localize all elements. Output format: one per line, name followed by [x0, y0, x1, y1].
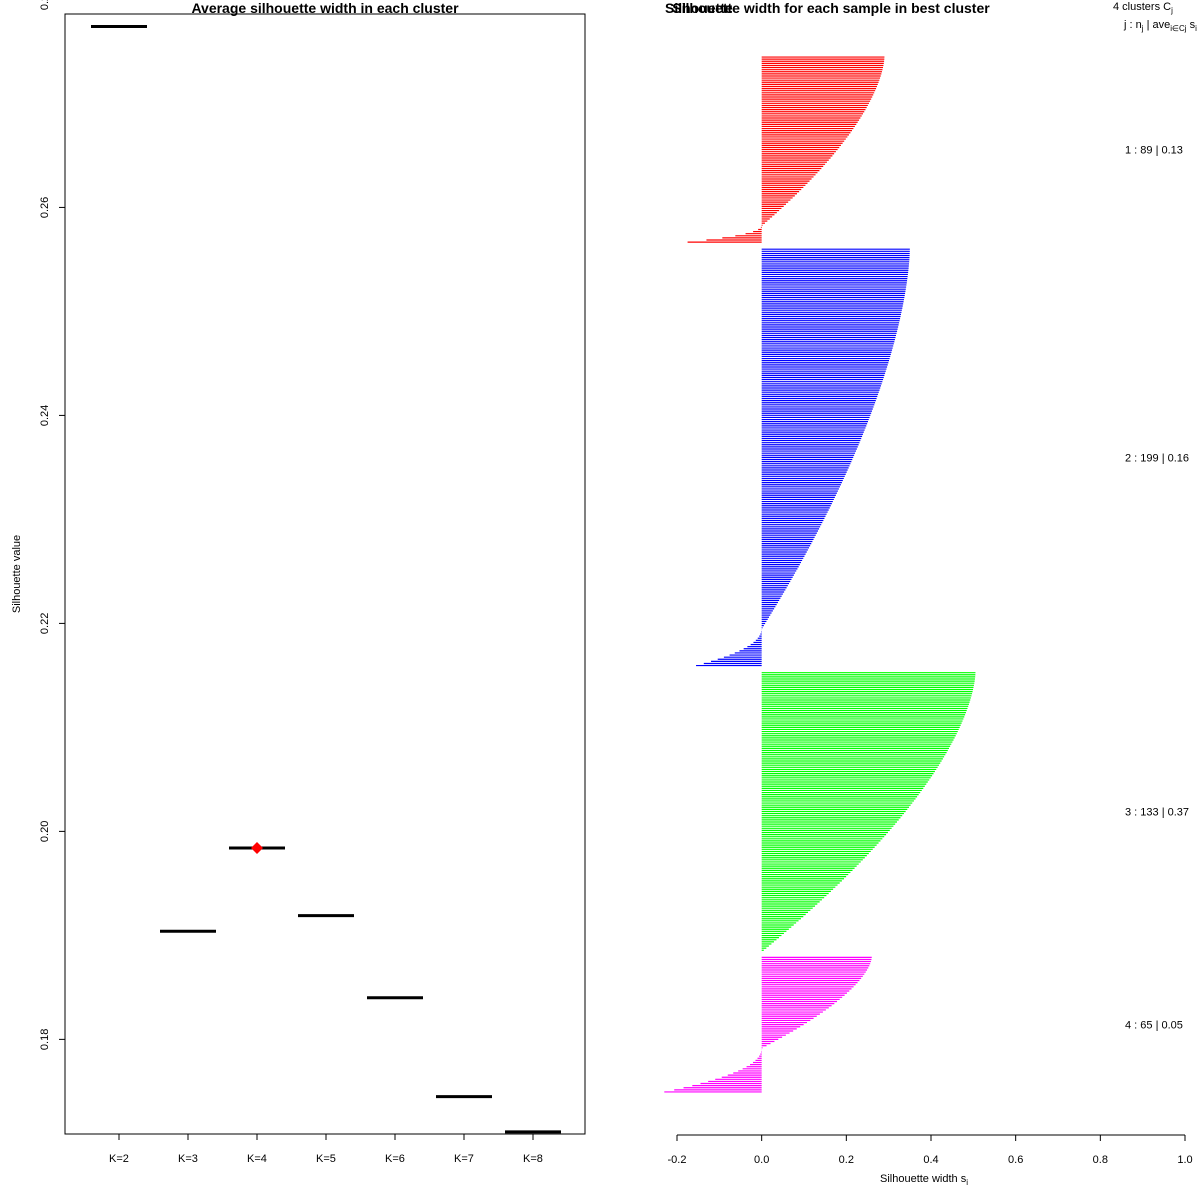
cluster-legend-entry: 4 : 65 | 0.05 — [1125, 1020, 1183, 1032]
right-x-axis-label-text: Silhouette width s — [880, 1173, 967, 1185]
legend-header-line2: j : nj | avei∈Cj si — [1123, 19, 1197, 33]
legend-header-line1-sub: j — [1170, 6, 1173, 15]
left-x-tick-label: K=5 — [316, 1153, 336, 1165]
cluster-legend-entry: 3 : 133 | 0.37 — [1125, 806, 1189, 818]
right-x-tick-label: -0.2 — [668, 1154, 687, 1166]
legend-header-line2-b: | ave — [1144, 19, 1171, 31]
left-panel: Average silhouette width in each cluster… — [11, 0, 586, 1165]
left-x-tick-label: K=2 — [109, 1153, 129, 1165]
right-x-tick-label: 0.0 — [754, 1154, 769, 1166]
legend-header-line1-text: 4 clusters C — [1113, 1, 1171, 13]
legend-header-line1: 4 clusters Cj — [1113, 1, 1173, 15]
left-y-tick-label: 0.24 — [39, 405, 51, 426]
legend-header-line2-c: s — [1187, 19, 1196, 31]
right-x-axis-label: Silhouette width si — [880, 1173, 968, 1187]
left-y-tick-label: 0.20 — [39, 821, 51, 842]
left-y-tick-label: 0.26 — [39, 197, 51, 218]
right-panel: Silhouette Silhouette width for each sam… — [664, 0, 1197, 1187]
left-x-tick-label: K=6 — [385, 1153, 405, 1165]
best-k-marker — [251, 842, 263, 855]
left-chart-title: Average silhouette width in each cluster — [191, 0, 459, 16]
left-marks — [91, 24, 561, 1134]
legend-header-line2-a-sub: j — [1141, 24, 1144, 33]
cluster-legend-entry: 2 : 199 | 0.16 — [1125, 452, 1189, 464]
left-y-tick-label: 0.22 — [39, 613, 51, 634]
legend-header-line2-a: j : n — [1123, 19, 1142, 31]
left-x-tick-label: K=7 — [454, 1153, 474, 1165]
right-x-tick-label: 0.8 — [1093, 1154, 1108, 1166]
right-x-tick-label: 1.0 — [1177, 1154, 1192, 1166]
left-y-tick-label: 0.18 — [39, 1029, 51, 1050]
right-x-tick-label: 0.2 — [839, 1154, 854, 1166]
right-x-tick-label: 0.6 — [1008, 1154, 1023, 1166]
left-x-axis: K=2 K=3 K=4 K=5 K=6 K=7 K=8 — [109, 1134, 543, 1165]
left-y-axis-label: Silhouette value — [11, 535, 23, 613]
left-x-tick-label: K=8 — [523, 1153, 543, 1165]
legend-header-line2-c-sub: i — [1195, 24, 1197, 33]
right-chart-title: Silhouette width for each sample in best… — [672, 0, 990, 16]
left-y-tick-label: 0.28 — [39, 0, 51, 10]
legend-header-line2-b-sub: i∈Cj — [1170, 24, 1187, 33]
silhouette-bars — [664, 56, 976, 1093]
right-x-tick-label: 0.4 — [923, 1154, 938, 1166]
left-x-tick-label: K=4 — [247, 1153, 267, 1165]
right-x-axis: -0.2 0.0 0.2 0.4 0.6 0.8 1.0 — [668, 1134, 1193, 1166]
left-y-axis: 0.18 0.20 0.22 0.24 0.26 0.28 — [39, 0, 65, 1050]
left-x-tick-label: K=3 — [178, 1153, 198, 1165]
right-title-overlap-text: Silhouette — [665, 0, 733, 16]
left-plot-frame — [64, 13, 586, 1135]
cluster-legend-entry: 1 : 89 | 0.13 — [1125, 145, 1183, 157]
cluster-legend-header: 4 clusters Cj j : nj | avei∈Cj si — [1113, 1, 1197, 33]
cluster-legend: 1 : 89 | 0.13 2 : 199 | 0.16 3 : 133 | 0.3… — [1125, 145, 1189, 1032]
right-x-axis-label-sub: i — [966, 1178, 968, 1187]
